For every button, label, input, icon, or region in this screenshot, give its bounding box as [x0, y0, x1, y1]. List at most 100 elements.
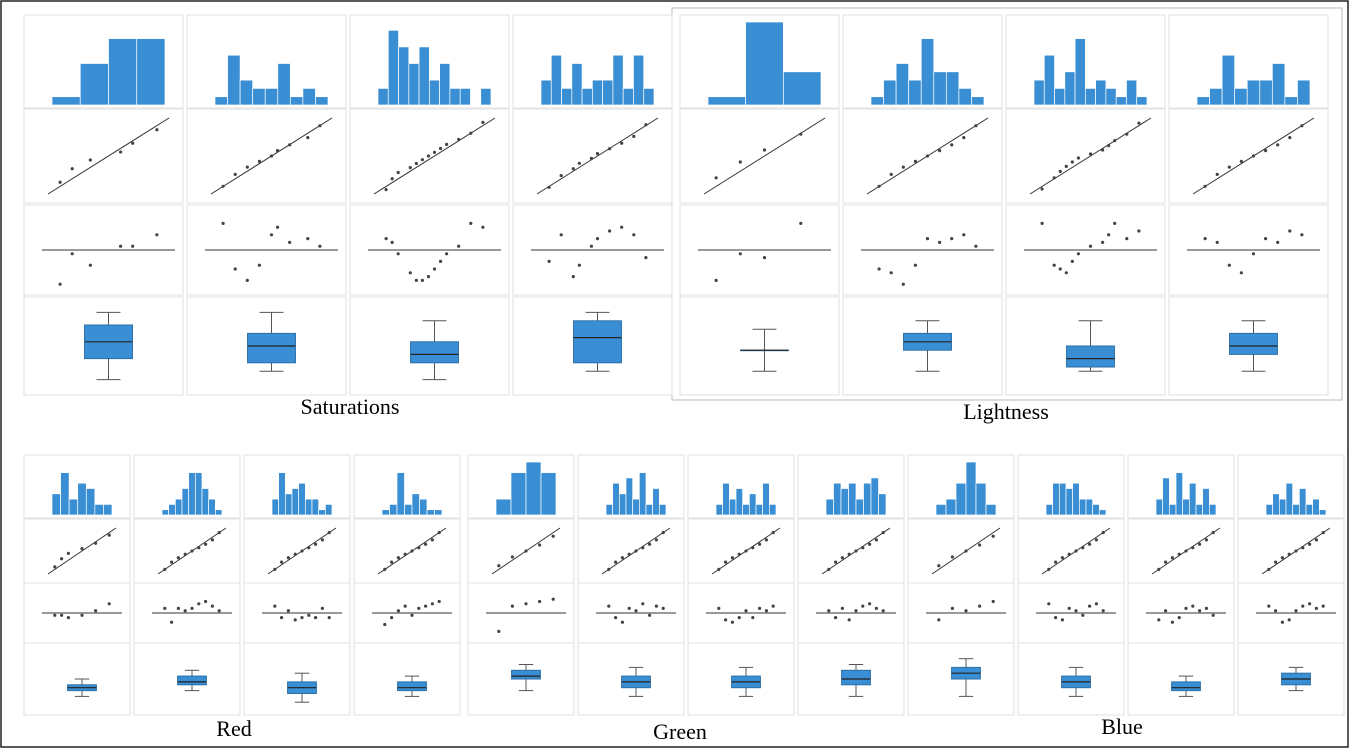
detrended-point — [1094, 602, 1098, 606]
qq-point — [751, 546, 755, 550]
detrended-point — [913, 263, 918, 267]
box — [397, 681, 427, 692]
hist-bar — [645, 504, 654, 516]
hist-bar — [404, 504, 413, 516]
group-label: Lightness — [963, 399, 1049, 424]
hist-bar — [1033, 79, 1045, 106]
detrended-point — [280, 616, 284, 620]
qq-point — [644, 123, 648, 127]
detrended-point — [861, 604, 865, 608]
hist-bar — [439, 63, 451, 106]
qq-point — [1101, 148, 1105, 152]
qq-point — [547, 185, 551, 189]
qq-point — [648, 542, 652, 546]
qq-point — [1137, 121, 1141, 125]
hist-bar — [1105, 88, 1117, 106]
plot-frame — [467, 518, 575, 584]
qq-point — [1157, 567, 1161, 571]
qq-point — [70, 167, 74, 171]
qq-point — [608, 147, 612, 151]
plot-frame — [512, 108, 673, 204]
detrended-point — [384, 237, 388, 241]
hist-bar — [1136, 96, 1148, 106]
qq-point — [632, 134, 636, 138]
qq-point — [847, 552, 851, 556]
hist-bar — [264, 88, 279, 106]
detrended-point — [176, 606, 180, 611]
detrended-point — [608, 229, 612, 233]
qq-point — [183, 552, 187, 556]
qq-point — [390, 177, 394, 181]
detrended-point — [437, 599, 441, 604]
hist-bar — [1297, 79, 1311, 106]
hist-bar — [768, 504, 777, 516]
detrended-point — [300, 616, 304, 620]
qq-point — [1054, 560, 1058, 564]
detrended-point — [589, 244, 594, 248]
detrended-point — [293, 618, 297, 622]
qq-point — [974, 124, 978, 128]
hist-bar — [1058, 482, 1067, 516]
detrended-point — [1060, 618, 1064, 622]
qq-point — [1170, 556, 1174, 560]
hist-bar — [449, 88, 461, 106]
hist-bar — [1092, 504, 1100, 516]
group-label: Blue — [1101, 714, 1143, 739]
detrended-point — [1164, 609, 1168, 613]
qq-point — [1308, 542, 1312, 546]
qq-point — [1164, 560, 1168, 564]
hist-bar — [1202, 488, 1210, 516]
qq-point — [950, 555, 955, 559]
qq-point — [197, 546, 201, 550]
qq-point — [1088, 152, 1093, 156]
detrended-point — [1137, 229, 1141, 233]
hist-bar — [161, 509, 170, 516]
detrended-point — [950, 237, 954, 241]
qq-point — [1267, 567, 1271, 571]
hist-bar — [870, 477, 879, 516]
plot-frame — [907, 518, 1015, 584]
qq-point — [88, 158, 92, 162]
detrended-point — [390, 240, 394, 244]
qq-point — [724, 560, 728, 564]
qq-point — [577, 161, 581, 165]
detrended-point — [107, 602, 111, 606]
detrended-point — [559, 233, 563, 237]
hist-bar — [318, 509, 326, 516]
hist-bar — [136, 38, 166, 106]
detrended-point — [827, 609, 831, 613]
hist-bar — [955, 482, 967, 516]
hist-bar — [278, 472, 286, 516]
qq-point — [176, 556, 180, 560]
hist-bar — [633, 54, 645, 106]
qq-point — [607, 567, 611, 571]
detrended-point — [1125, 237, 1129, 241]
detrended-point — [1054, 616, 1058, 620]
hist-bar — [181, 488, 190, 516]
qq-point — [60, 557, 64, 561]
detrended-point — [950, 606, 955, 611]
hist-bar — [60, 472, 70, 516]
hist-bar — [985, 504, 997, 516]
hist-bar — [540, 472, 557, 516]
detrended-point — [1215, 240, 1219, 244]
hist-bar — [1285, 482, 1294, 516]
qq-point — [874, 538, 879, 542]
hist-bar — [945, 71, 960, 106]
reference-line — [1029, 117, 1152, 195]
hist-bar — [825, 498, 834, 516]
detrended-point — [834, 616, 838, 620]
qq-point — [438, 146, 443, 151]
qq-point — [190, 549, 194, 553]
plot-frame — [243, 518, 351, 584]
detrended-point — [1239, 271, 1243, 275]
qq-point — [1287, 552, 1291, 556]
qq-point — [913, 159, 918, 163]
detrended-point — [1267, 604, 1271, 608]
detrended-point — [288, 240, 292, 244]
box — [573, 320, 622, 364]
detrended-point — [217, 609, 221, 613]
qq-point — [408, 166, 412, 170]
qq-point — [1060, 556, 1064, 560]
